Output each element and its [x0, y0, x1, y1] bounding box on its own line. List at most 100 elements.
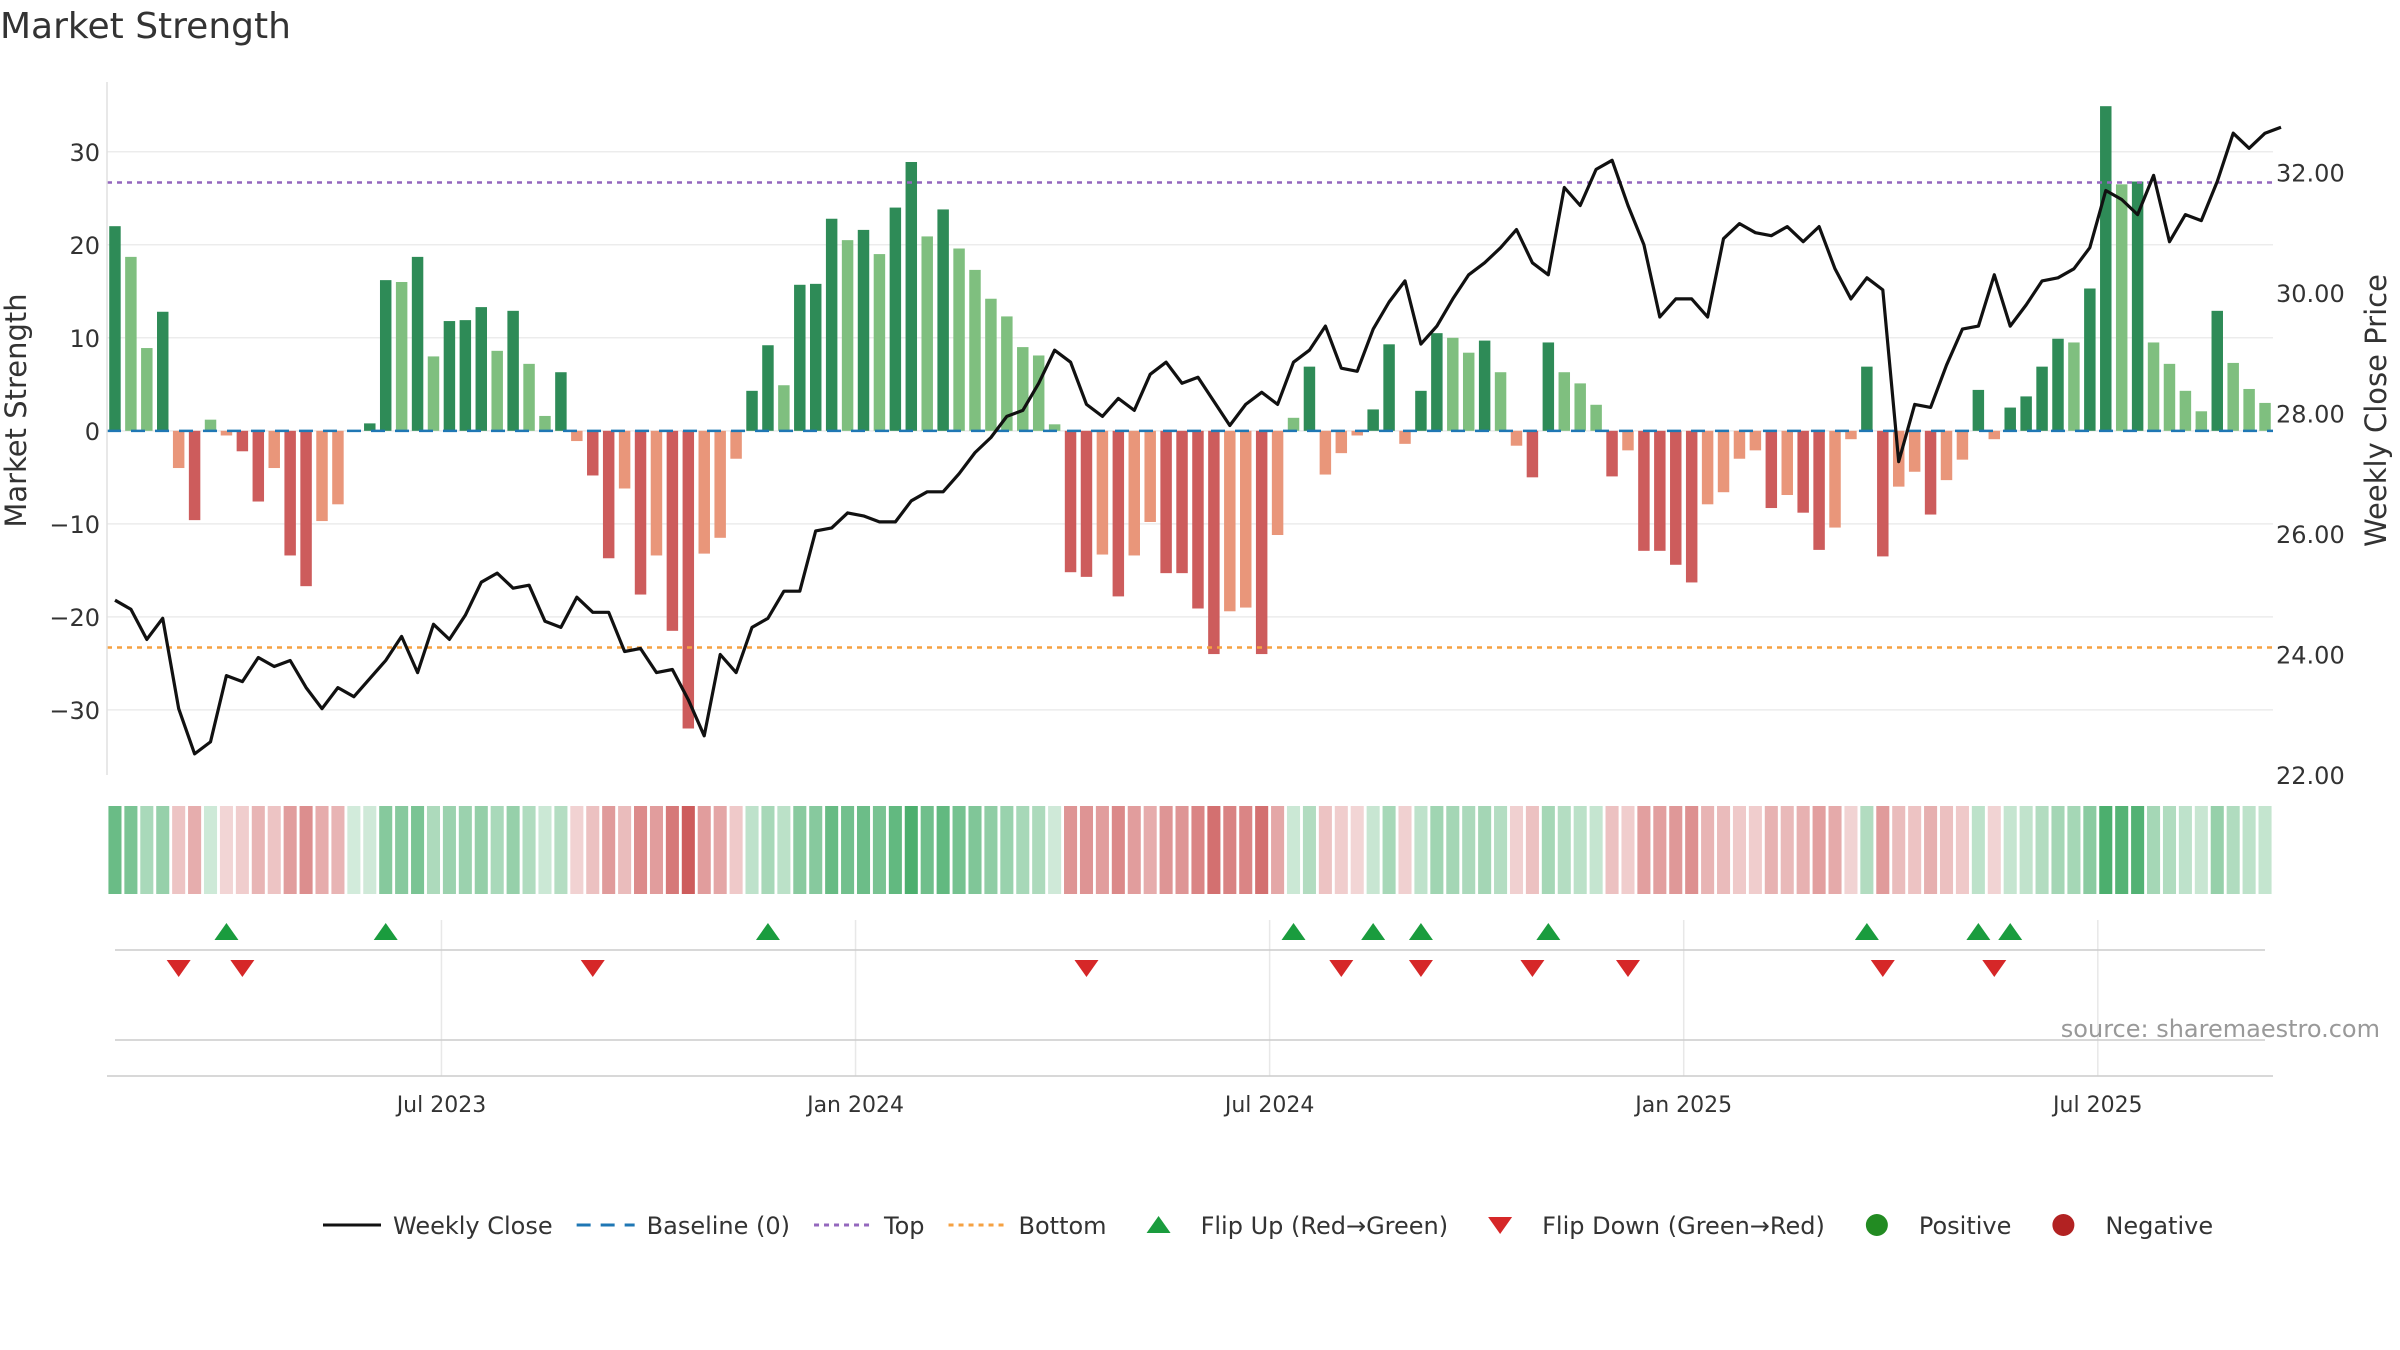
strength-bar: [1271, 430, 1284, 536]
strength-bar: [125, 256, 137, 431]
heat-cell: [2258, 806, 2272, 894]
heat-cell: [251, 806, 265, 894]
heat-cell: [2194, 806, 2208, 894]
strength-bar: [1462, 352, 1475, 431]
strength-bar: [1558, 372, 1571, 431]
strength-bar: [1829, 430, 1841, 528]
strength-bar: [1781, 430, 1793, 496]
heat-cell: [936, 806, 950, 894]
heat-cell: [235, 806, 249, 894]
heat-cell: [458, 806, 472, 894]
strength-bar: [1733, 430, 1746, 459]
strength-bar: [825, 218, 838, 431]
heat-cell: [2226, 806, 2240, 894]
strength-bar: [1160, 430, 1172, 574]
legend-label: Weekly Close: [393, 1212, 553, 1240]
heat-cell: [602, 806, 616, 894]
right-tick-label: 22.00: [2276, 762, 2345, 790]
strength-bar: [889, 207, 902, 431]
heat-cell: [522, 806, 536, 894]
strength-bar: [1176, 430, 1188, 574]
strength-bar: [2227, 362, 2239, 431]
strength-bar: [2259, 402, 2271, 431]
heat-cell: [618, 806, 632, 894]
strength-bar: [316, 430, 328, 522]
strength-bar: [1240, 430, 1252, 608]
flip-down-marker: [1520, 960, 1545, 977]
strength-bar: [523, 363, 535, 431]
circle-icon: [1865, 1214, 1888, 1236]
heat-cell: [1924, 806, 1938, 894]
strength-heat-strip: [108, 806, 2272, 894]
right-tick-label: 30.00: [2276, 280, 2345, 308]
strength-bar: [1590, 404, 1602, 431]
flip-up-marker: [1998, 923, 2023, 940]
flip-down-marker: [1982, 960, 2007, 977]
heat-cell: [1430, 806, 1444, 894]
legend-label: Flip Up (Red→Green): [1201, 1212, 1449, 1240]
heat-cell: [299, 806, 313, 894]
strength-bar: [1415, 390, 1427, 431]
left-tick-label: −20: [49, 604, 100, 632]
heat-cell: [1271, 806, 1285, 894]
flip-up-marker: [1408, 923, 1433, 940]
left-axis-title: Market Strength: [0, 293, 33, 527]
strength-bar: [1080, 430, 1093, 577]
strength-bar: [857, 229, 870, 431]
left-tick-label: 0: [85, 418, 100, 446]
strength-bar: [1001, 316, 1013, 431]
heat-cell: [1223, 806, 1237, 894]
strength-bar: [682, 430, 695, 729]
right-tick-label: 24.00: [2276, 641, 2345, 669]
strength-bar: [2211, 310, 2223, 431]
legend-label: Baseline (0): [647, 1212, 790, 1240]
strength-bar: [332, 430, 344, 505]
strength-bar: [1096, 430, 1109, 555]
strength-bar: [2052, 338, 2064, 431]
heat-cell: [1955, 806, 1969, 894]
flip-down-marker: [1074, 960, 1099, 977]
flip-down-marker: [1329, 960, 1354, 977]
heat-cell: [1748, 806, 1762, 894]
heat-cell: [1509, 806, 1524, 894]
heat-cell: [1239, 806, 1253, 894]
heat-cell: [1812, 806, 1826, 894]
strength-bar: [1287, 417, 1300, 431]
flip-up-marker: [1536, 923, 1561, 940]
heat-cell: [1127, 806, 1141, 894]
flip-up-marker: [373, 923, 398, 940]
strength-bar: [1017, 347, 1029, 431]
heat-cell: [1908, 806, 1922, 894]
strength-bar: [1144, 430, 1156, 522]
strength-bar: [1048, 424, 1061, 431]
strength-bar: [1940, 430, 1953, 481]
heat-cell: [2147, 806, 2161, 894]
strength-bar: [1861, 366, 1873, 431]
heat-cell: [649, 806, 663, 894]
strength-bar: [1797, 430, 1809, 513]
strength-bar: [2195, 411, 2208, 431]
strength-bar: [571, 430, 583, 442]
strength-bar: [1670, 430, 1682, 565]
strength-bar: [1765, 430, 1778, 509]
heat-cell: [841, 806, 855, 894]
strength-bar: [1638, 430, 1650, 551]
heat-cell: [952, 806, 966, 894]
strength-bar: [1622, 430, 1634, 451]
heat-cell: [761, 806, 775, 894]
strength-bar: [1383, 344, 1395, 431]
heat-cell: [1637, 806, 1651, 894]
strength-bar: [2115, 184, 2128, 431]
heat-cell: [1382, 806, 1396, 894]
strength-bar: [395, 281, 408, 431]
heat-cell: [1541, 806, 1555, 894]
heat-cell: [1939, 806, 1954, 894]
strength-bar: [1351, 430, 1363, 436]
heat-cell: [1525, 806, 1539, 894]
heat-cell: [681, 806, 695, 894]
x-tick-label: Jan 2024: [805, 1093, 904, 1118]
strength-bar: [1542, 342, 1555, 431]
right-tick-label: 28.00: [2276, 400, 2345, 428]
heat-cell: [2019, 806, 2033, 894]
strength-bar: [1367, 409, 1379, 431]
